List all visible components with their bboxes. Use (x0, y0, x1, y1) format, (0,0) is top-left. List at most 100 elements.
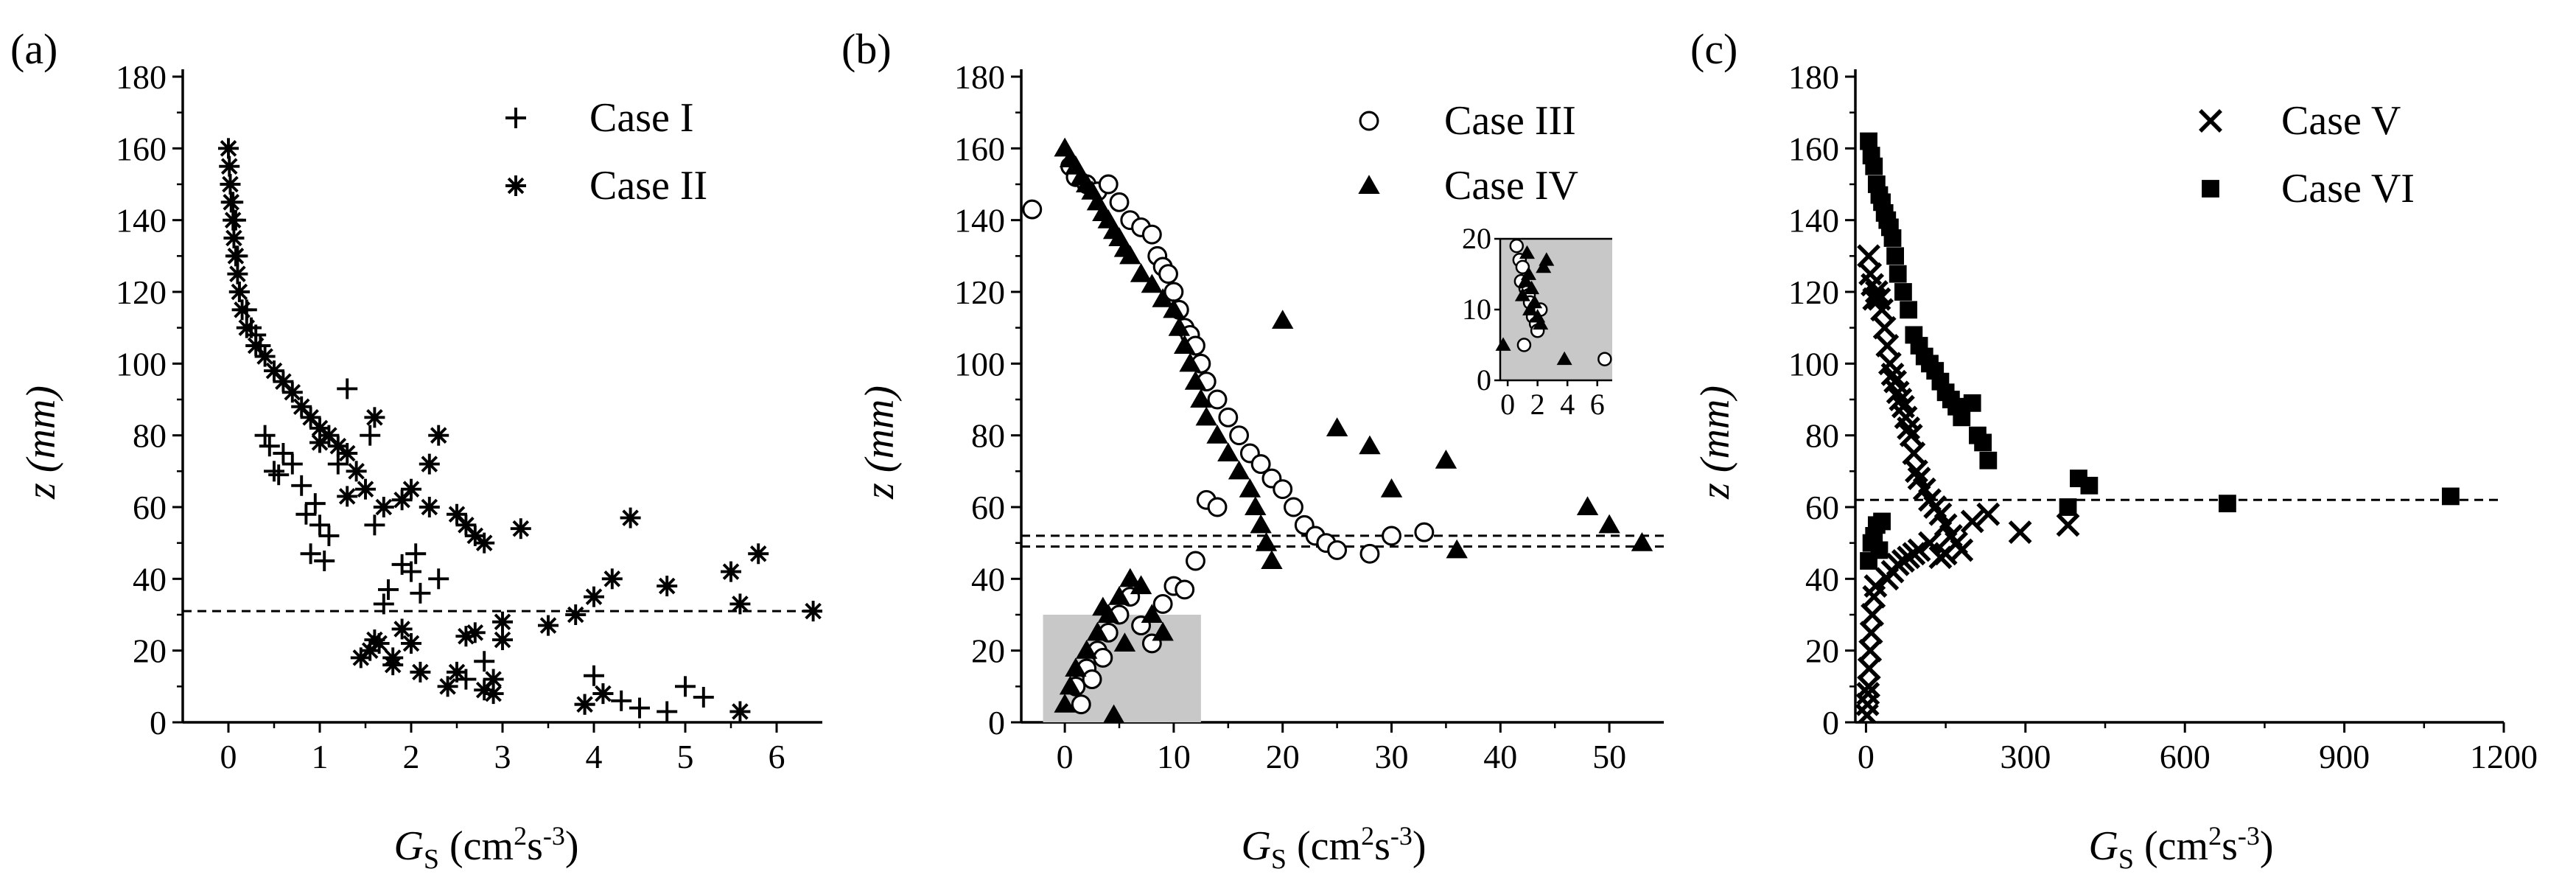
data-point (1098, 174, 1119, 195)
y-tick-label: 100 (954, 345, 1005, 383)
data-point (419, 497, 440, 517)
data-point (1327, 540, 1348, 560)
y-tick-label: 140 (954, 202, 1005, 240)
data-point (675, 676, 696, 697)
y-tick-label: 180 (1788, 58, 1839, 96)
x-tick-label: 5 (677, 738, 694, 775)
y-tick-label: 160 (116, 130, 167, 167)
data-point (1856, 682, 1880, 706)
data-point (1229, 425, 1250, 446)
data-point (1894, 283, 1912, 301)
x-tick-label: 1 (312, 738, 329, 775)
data-point (1218, 407, 1239, 427)
data-point (236, 317, 257, 338)
data-point (428, 568, 449, 590)
data-point (592, 683, 614, 705)
data-point (1918, 531, 1942, 555)
data-point (1974, 433, 1992, 452)
panel-b-label: (b) (841, 25, 892, 73)
data-point (657, 576, 678, 597)
data-point (802, 601, 822, 622)
data-point (1065, 657, 1087, 677)
data-point (1158, 264, 1178, 285)
panel-c-plot (1855, 132, 2504, 722)
data-point (1245, 496, 1267, 516)
data-point (1963, 394, 1981, 412)
data-point (1092, 596, 1114, 616)
data-point (1905, 459, 1928, 484)
data-point (1576, 496, 1599, 516)
panel-c-label: (c) (1690, 25, 1737, 73)
inset-data-point (1522, 301, 1539, 315)
data-point (337, 443, 358, 464)
data-point (1152, 593, 1173, 614)
data-point (729, 593, 751, 615)
y-tick-label: 160 (1788, 130, 1839, 167)
panel-b-plot (1021, 137, 1664, 722)
data-point (337, 486, 358, 507)
data-point (1857, 657, 1881, 680)
data-point (419, 453, 440, 475)
data-point (428, 425, 449, 446)
x-tick-label: 0 (1858, 738, 1875, 775)
inset-data-point (1536, 259, 1552, 273)
data-point (1190, 388, 1212, 408)
data-point (1141, 273, 1163, 293)
data-point (1953, 408, 1971, 427)
legend-label: Case IV (1444, 163, 1578, 209)
data-point (1141, 604, 1163, 624)
inset-x-tick-label: 6 (1590, 388, 1605, 421)
data-point (1907, 538, 1931, 562)
data-point (492, 611, 513, 632)
data-point (1873, 512, 1891, 531)
data-point (1326, 417, 1348, 436)
data-point (1108, 585, 1130, 605)
data-point (231, 299, 253, 321)
data-point (373, 593, 394, 615)
inset-data-point (1517, 273, 1533, 287)
inset-data-point (1597, 352, 1612, 366)
inset-data-point (1519, 245, 1535, 259)
inset-data-point (1539, 252, 1555, 266)
data-point (483, 683, 504, 705)
data-point (382, 655, 404, 676)
data-point (1976, 502, 2001, 526)
data-point (1082, 669, 1102, 690)
x-tick-label: 30 (1375, 738, 1409, 775)
data-point (1886, 380, 1910, 405)
x-tick-label: 6 (769, 738, 785, 775)
y-tick-label: 0 (988, 704, 1005, 741)
data-point (1179, 352, 1201, 372)
x-tick-label: 4 (586, 738, 603, 775)
data-point (1113, 632, 1136, 652)
data-point (1883, 229, 1902, 247)
data-point (223, 228, 245, 248)
panel-b: (b) z (mm) GS (cm2s-3) 02040608010012014… (841, 25, 1664, 875)
inset-data-point (1521, 266, 1537, 280)
data-point (281, 382, 303, 403)
data-point (1865, 157, 1883, 175)
data-point (218, 138, 239, 159)
data-point (1598, 514, 1620, 534)
data-point (1933, 542, 1958, 566)
panel-c-xlabel: GS (cm2s-3) (2088, 821, 2273, 875)
y-tick-label: 80 (133, 417, 167, 455)
data-point (304, 493, 326, 514)
data-point (1859, 621, 1883, 645)
data-point (1359, 435, 1381, 455)
legend-label: Case I (589, 95, 694, 141)
data-point (373, 497, 394, 517)
x-tick-label: 3 (494, 738, 511, 775)
legend-label: Case V (2281, 98, 2401, 144)
y-tick-label: 40 (133, 560, 167, 598)
data-point (629, 697, 650, 719)
data-point (1960, 509, 1984, 534)
data-point (360, 425, 381, 446)
data-point (281, 453, 303, 475)
data-point (1103, 704, 1124, 722)
legend-marker (2199, 109, 2222, 133)
data-point (1250, 514, 1272, 534)
data-point (364, 514, 385, 536)
data-point (1119, 568, 1141, 587)
